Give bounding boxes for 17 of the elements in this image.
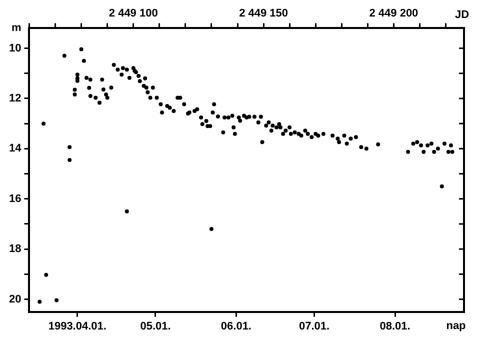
y-axis-title: m [11, 22, 22, 34]
x-tick-label: 1993.04.01. [48, 320, 106, 332]
x2-tick-label: 2 449 100 [108, 8, 158, 20]
y-tick-label: 18 [8, 243, 22, 256]
x2-tick-label: 2 449 200 [369, 8, 418, 20]
x-tick-label: 07.01. [299, 320, 330, 332]
x2-axis-title: JD [454, 9, 470, 22]
y-tick-label: 14 [8, 142, 22, 155]
x2-tick-label: 2 449 150 [239, 8, 288, 20]
y-tick-label: 20 [8, 293, 22, 306]
y-tick-label: 12 [8, 92, 22, 105]
x-tick-label: 08.01. [380, 320, 410, 332]
x-tick-label: 05.01. [140, 320, 171, 332]
x-axis-title: nap [446, 320, 466, 332]
y-tick-label: 16 [8, 192, 22, 205]
x-tick-label: 06.01. [220, 320, 252, 332]
y-tick-label: 10 [8, 42, 22, 54]
